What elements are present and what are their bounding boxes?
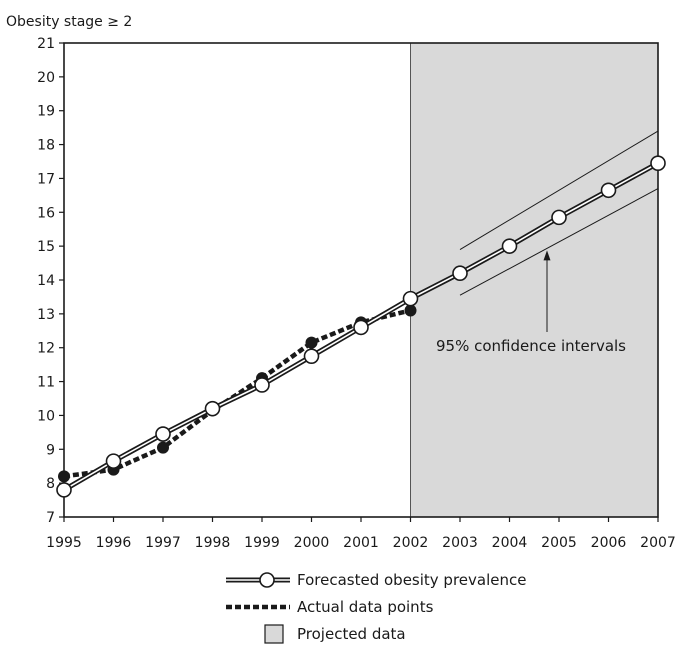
legend-forecast-marker: [259, 572, 275, 588]
forecast-point: [105, 453, 122, 469]
actual-point: [58, 470, 70, 483]
annotation-arrow-head: [543, 250, 551, 261]
x-tick-label: 1996: [96, 535, 132, 551]
y-tick-label: 17: [37, 171, 55, 187]
ci-upper-line: [459, 130, 659, 250]
x-tick-label: 2000: [294, 535, 330, 551]
forecast-point: [303, 348, 320, 364]
actual-point: [404, 304, 417, 317]
y-tick-label: 7: [46, 510, 55, 526]
actual-point: [157, 441, 169, 454]
x-tick-label: 1999: [244, 535, 280, 551]
x-tick-label: 1997: [145, 535, 181, 551]
y-tick-label: 12: [37, 341, 55, 357]
legend-projected-swatch: [264, 624, 284, 644]
x-tick-label: 2007: [640, 535, 676, 551]
x-tick-label: 2004: [492, 535, 528, 551]
y-tick-label: 8: [46, 476, 55, 492]
forecast-point: [353, 319, 369, 336]
legend-label: Actual data points: [297, 598, 434, 616]
x-tick-label: 2006: [591, 535, 627, 551]
forecast-point: [551, 209, 567, 226]
x-tick-label: 1998: [195, 535, 231, 551]
y-tick-label: 9: [46, 442, 55, 458]
ci-lower-line: [459, 188, 659, 296]
x-tick-label: 2002: [393, 535, 429, 551]
y-tick-label: 10: [37, 408, 55, 424]
y-tick-label: 21: [37, 36, 55, 52]
y-tick-label: 15: [37, 239, 55, 255]
x-tick-label: 2001: [343, 535, 379, 551]
y-tick-label: 14: [37, 273, 55, 289]
y-tick-label: 20: [37, 70, 55, 86]
forecast-point: [600, 182, 617, 199]
forecast-point: [650, 155, 666, 171]
forecast-point: [56, 482, 72, 498]
forecast-point: [155, 426, 171, 442]
legend-label: Projected data: [297, 625, 406, 643]
y-tick-label: 11: [37, 375, 55, 391]
actual-line: [63, 308, 412, 479]
legend-label: Forecasted obesity prevalence: [297, 571, 526, 589]
forecast-point: [204, 400, 221, 417]
x-tick-label: 2005: [541, 535, 577, 551]
ci-annotation: 95% confidence intervals: [436, 337, 626, 355]
forecast-point: [254, 377, 270, 393]
forecast-point: [452, 265, 468, 282]
forecast-point: [501, 238, 518, 254]
y-tick-label: 13: [37, 307, 55, 323]
y-tick-label: 16: [37, 205, 55, 221]
x-tick-label: 1995: [46, 535, 82, 551]
y-tick-label: 19: [37, 104, 55, 120]
actual-point: [305, 336, 318, 349]
forecast-point: [402, 290, 419, 307]
x-tick-label: 2003: [442, 535, 478, 551]
y-tick-label: 18: [37, 138, 55, 154]
y-axis-title: Obesity stage ≥ 2: [6, 14, 132, 30]
